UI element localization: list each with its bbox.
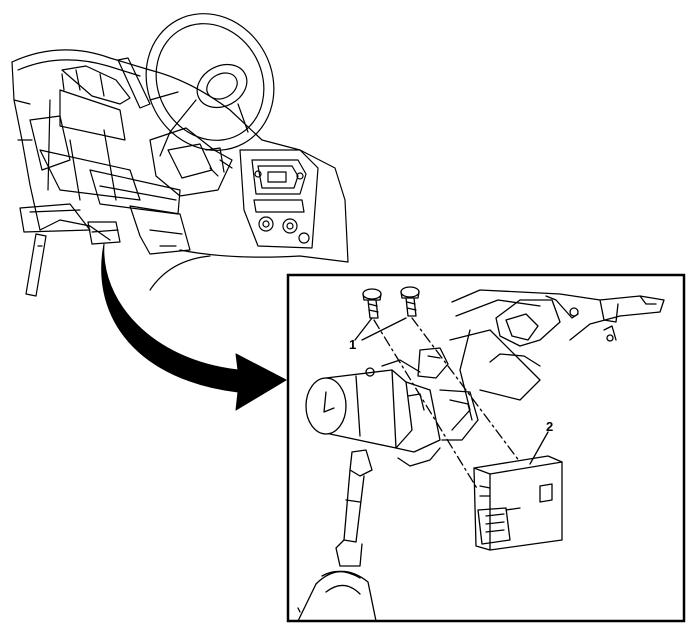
leader-line-1a — [354, 317, 373, 341]
leader-line-2 — [529, 431, 549, 465]
leader-line-1b — [361, 317, 407, 341]
bolt-right — [400, 286, 420, 317]
detail-view — [297, 286, 665, 622]
callout-2-module: 2 — [546, 419, 554, 434]
detail-inset-frame — [286, 273, 686, 623]
dash-overview — [11, 13, 349, 297]
bolt-left — [362, 288, 382, 319]
curved-arrow — [101, 243, 287, 411]
callout-1-bolts: 1 — [349, 337, 357, 352]
